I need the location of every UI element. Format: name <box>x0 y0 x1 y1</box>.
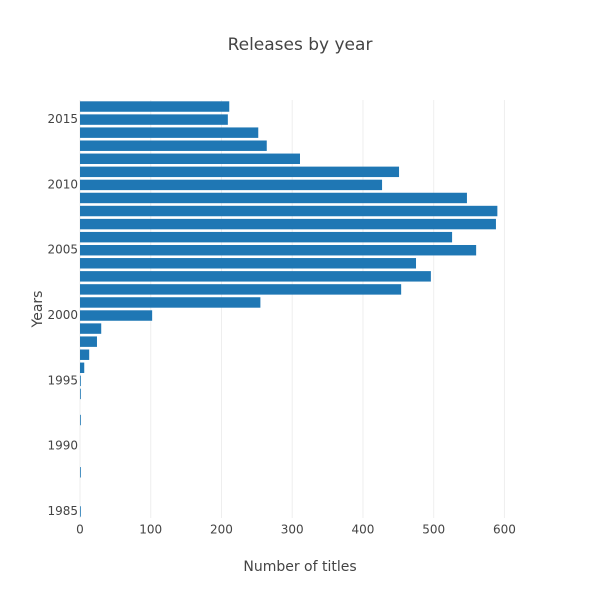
bar <box>80 467 81 478</box>
bar <box>80 244 477 256</box>
bar <box>80 179 383 191</box>
bar <box>80 362 85 374</box>
x-tick-label: 400 <box>352 523 375 537</box>
x-tick-label: 600 <box>493 523 516 537</box>
y-tick-label: 1995 <box>47 373 78 387</box>
bar <box>80 271 431 282</box>
bar <box>80 114 228 125</box>
y-tick-label: 2010 <box>47 177 78 191</box>
x-tick-label: 100 <box>139 523 162 537</box>
bar <box>80 506 81 517</box>
bar <box>80 349 90 360</box>
y-tick-label: 1990 <box>47 439 78 453</box>
y-tick-label: 2000 <box>47 308 78 322</box>
bar <box>80 205 498 217</box>
x-tick-label: 0 <box>76 523 84 537</box>
x-tick-label: 300 <box>281 523 304 537</box>
bar <box>80 153 300 165</box>
y-tick-label: 1985 <box>47 504 78 518</box>
bar <box>80 414 81 426</box>
bar <box>80 375 81 387</box>
x-tick-label: 200 <box>210 523 233 537</box>
bar <box>80 218 496 230</box>
y-axis-title: Years <box>30 291 46 329</box>
bar <box>80 231 453 243</box>
bar <box>80 310 153 321</box>
bar <box>80 284 402 295</box>
x-axis-title: Number of titles <box>243 559 356 575</box>
bar <box>80 258 417 269</box>
bar <box>80 297 261 308</box>
bar <box>80 127 259 138</box>
y-tick-label: 2015 <box>47 112 78 126</box>
bar <box>80 336 97 347</box>
bar <box>80 101 230 112</box>
bar <box>80 140 267 151</box>
bar <box>80 192 467 204</box>
bar <box>80 166 400 178</box>
chart-title: Releases by year <box>228 35 373 55</box>
y-tick-label: 2005 <box>47 243 78 257</box>
bar <box>80 323 102 334</box>
x-tick-label: 500 <box>422 523 445 537</box>
bar <box>80 388 81 400</box>
